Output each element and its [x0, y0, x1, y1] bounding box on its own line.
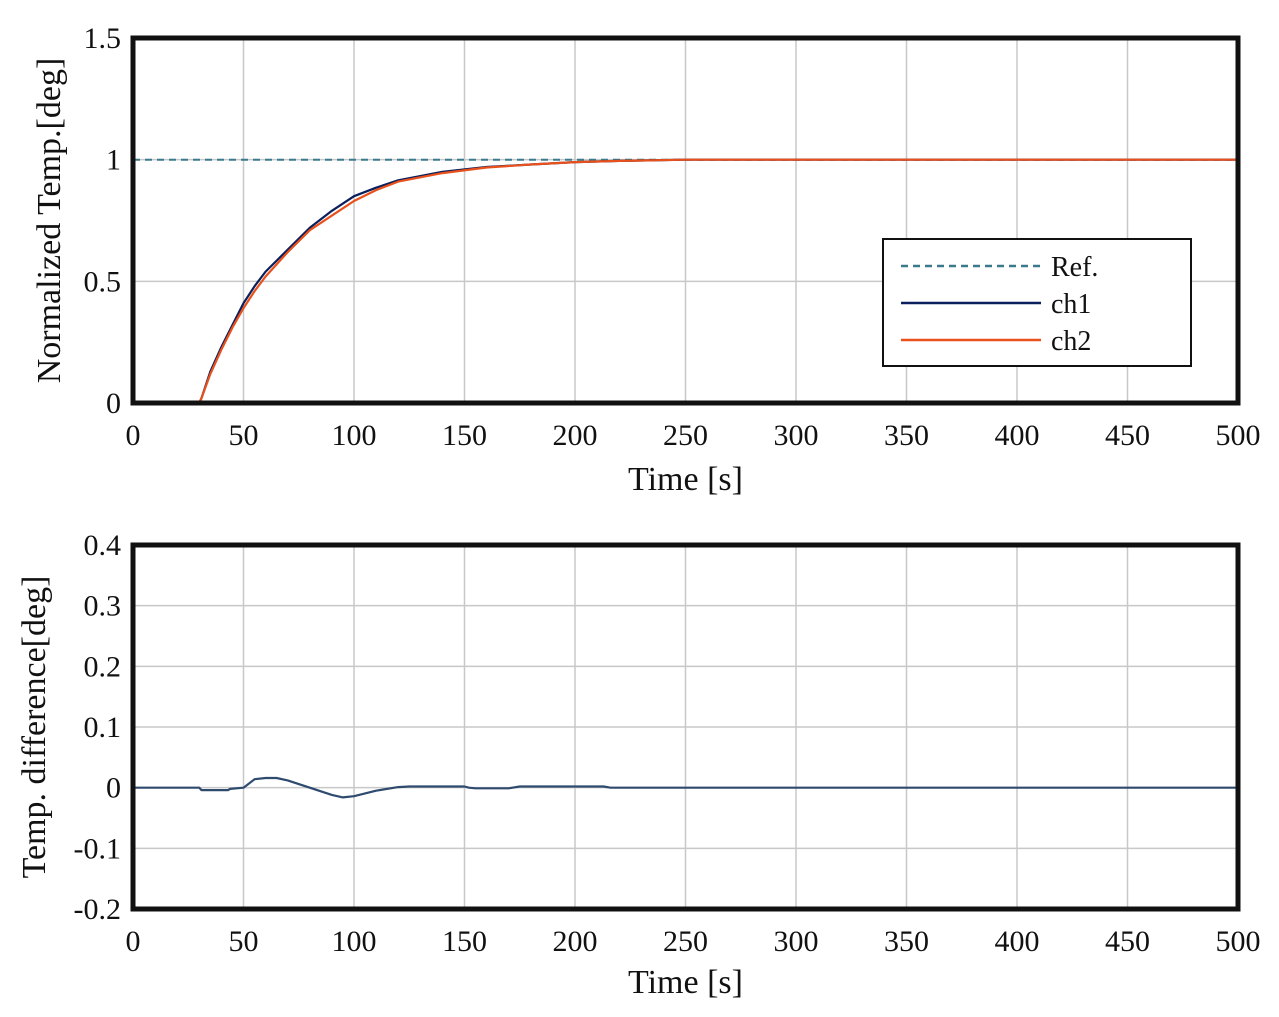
series-line-difference: [133, 776, 1238, 799]
x-tick-label: 500: [1216, 925, 1261, 958]
y-tick-label: 0.1: [84, 711, 122, 744]
plot-frame: [130, 35, 1241, 406]
y-tick-label: 1.5: [84, 22, 122, 55]
x-tick-label: 500: [1216, 419, 1261, 452]
x-tick-label: 300: [774, 419, 819, 452]
x-tick-label: 300: [774, 925, 819, 958]
x-tick-label: 150: [442, 419, 487, 452]
x-tick-label: 400: [995, 925, 1040, 958]
x-axis-label: Time [s]: [628, 964, 743, 1001]
legend-label: ch1: [1051, 289, 1091, 320]
x-tick-label: 400: [995, 419, 1040, 452]
plot-frame: [130, 542, 1241, 912]
y-tick-label: 0.5: [84, 265, 122, 298]
x-tick-label: 350: [884, 925, 929, 958]
y-axis-label: Normalized Temp.[deg]: [31, 58, 68, 384]
x-tick-label: 50: [229, 419, 259, 452]
x-tick-label: 150: [442, 925, 487, 958]
x-tick-label: 0: [126, 925, 141, 958]
y-axis-label: Temp. difference[deg]: [16, 576, 53, 879]
y-tick-label: 0: [106, 772, 121, 805]
y-tick-label: 0.2: [84, 650, 122, 683]
x-tick-label: 100: [332, 419, 377, 452]
y-tick-label: 1: [106, 144, 121, 177]
x-tick-label: 100: [332, 925, 377, 958]
x-tick-label: 200: [553, 925, 598, 958]
y-tick-label: 0.3: [84, 590, 122, 623]
y-tick-label: -0.1: [74, 832, 122, 865]
x-tick-label: 450: [1105, 925, 1150, 958]
x-axis-label: Time [s]: [628, 461, 743, 498]
y-tick-label: 0: [106, 387, 121, 420]
x-tick-label: 200: [553, 419, 598, 452]
x-tick-label: 350: [884, 419, 929, 452]
x-tick-label: 250: [663, 419, 708, 452]
legend: Ref. ch1 ch2: [882, 238, 1192, 367]
y-tick-label: -0.2: [74, 893, 122, 926]
plot-panel-1: 0 50 100 150 200 250 300 350 400 450 500 0 0.5 1 1.5 Ti…: [31, 22, 1261, 498]
plot-panel-2: 0 50 100 150 200 250 300 350 400 450 500 -0.2 -0.1 0 0…: [16, 529, 1261, 1001]
y-tick-label: 0.4: [84, 529, 122, 562]
series-line-ch2: [133, 158, 1238, 405]
x-tick-label: 50: [229, 925, 259, 958]
x-tick-label: 0: [126, 419, 141, 452]
x-tick-label: 250: [663, 925, 708, 958]
legend-label: ch2: [1051, 326, 1091, 357]
x-tick-label: 450: [1105, 419, 1150, 452]
legend-label: Ref.: [1051, 252, 1098, 283]
